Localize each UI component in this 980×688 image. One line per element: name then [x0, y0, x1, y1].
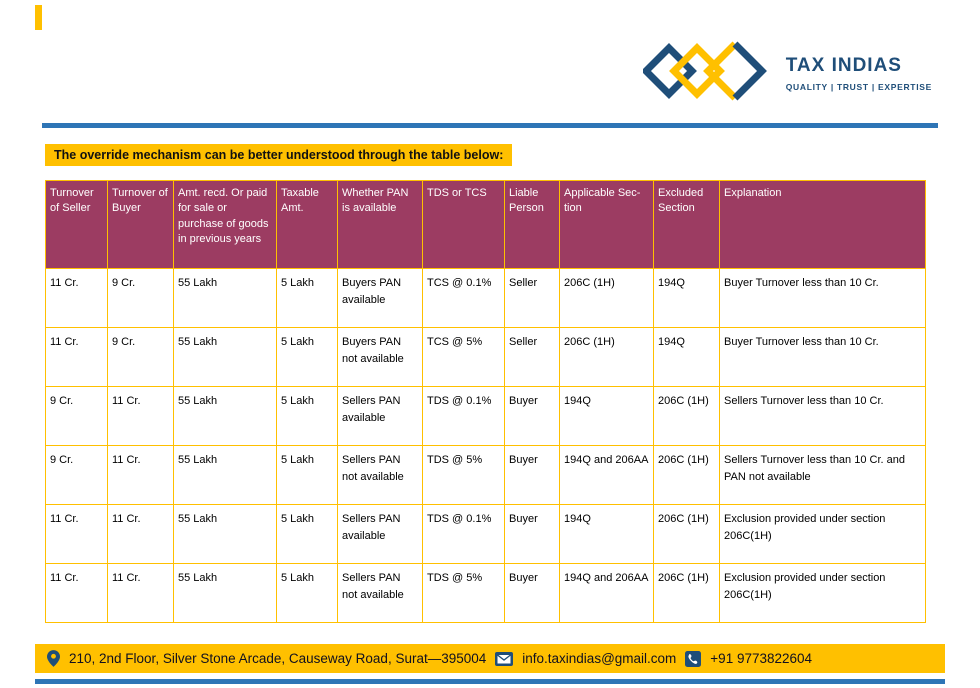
table-cell: Buyer	[504, 563, 560, 623]
table-cell: 194Q	[559, 386, 654, 446]
table-cell: Buyer	[504, 445, 560, 505]
table-cell: 55 Lakh	[173, 386, 277, 446]
table-cell: 5 Lakh	[276, 445, 338, 505]
phone-icon	[685, 650, 702, 667]
interlocked-diamonds-icon	[640, 40, 768, 107]
table-cell: 206C (1H)	[653, 563, 720, 623]
table-cell: TCS @ 5%	[422, 327, 505, 387]
table-cell: Buyer Turnover less than 10 Cr.	[719, 327, 926, 387]
page-title: The override mechanism can be better und…	[45, 144, 513, 166]
column-header: Excluded Section	[653, 180, 720, 269]
table-cell: 194Q and 206AA	[559, 445, 654, 505]
table-cell: TDS @ 0.1%	[422, 504, 505, 564]
table-cell: Buyers PAN not available	[337, 327, 423, 387]
footer-bar: 210, 2nd Floor, Silver Stone Arcade, Cau…	[35, 644, 945, 673]
table-cell: 5 Lakh	[276, 268, 338, 328]
table-cell: 206C (1H)	[559, 327, 654, 387]
table-cell: 11 Cr.	[107, 504, 174, 564]
table-cell: Buyer	[504, 504, 560, 564]
brand-tagline: QUALITY | TRUST | EXPERTISE	[785, 82, 932, 92]
table-cell: 9 Cr.	[107, 327, 174, 387]
table-row: 11 Cr. 9 Cr. 55 Lakh 5 Lakh Buyers PAN avail…	[45, 268, 926, 328]
brand-name: TAX INDIAS	[785, 55, 902, 76]
table-cell: Sellers Turnover less than 10 Cr. and PA…	[719, 445, 926, 505]
table-cell: 55 Lakh	[173, 327, 277, 387]
table-cell: 5 Lakh	[276, 504, 338, 564]
bottom-divider	[35, 679, 945, 684]
table-row: 11 Cr. 9 Cr. 55 Lakh 5 Lakh Buyers PAN not a…	[45, 327, 926, 387]
column-header: Turnover of Seller	[45, 180, 108, 269]
override-mechanism-table: Turnover of Seller Turnover of Buyer Amt. …	[45, 180, 926, 623]
table-cell: 194Q	[559, 504, 654, 564]
table-cell: 55 Lakh	[173, 563, 277, 623]
table-cell: Sellers PAN not available	[337, 445, 423, 505]
table-cell: Exclusion provided under section 206C(1H…	[719, 504, 926, 564]
column-header: Turnover of Buyer	[107, 180, 174, 269]
header-divider	[42, 123, 938, 128]
table-cell: 5 Lakh	[276, 563, 338, 623]
column-header: Liable Person	[504, 180, 560, 269]
table-cell: TDS @ 5%	[422, 563, 505, 623]
table-cell: TDS @ 5%	[422, 445, 505, 505]
table-cell: TDS @ 0.1%	[422, 386, 505, 446]
table-cell: 9 Cr.	[45, 386, 108, 446]
header: TAX INDIAS QUALITY | TRUST | EXPERTISE	[640, 40, 932, 107]
brand-block: TAX INDIAS QUALITY | TRUST | EXPERTISE	[786, 55, 932, 92]
location-pin-icon	[47, 650, 60, 667]
table-cell: 55 Lakh	[173, 504, 277, 564]
table-row: 9 Cr. 11 Cr. 55 Lakh 5 Lakh Sellers PAN not …	[45, 445, 926, 505]
table-cell: Buyers PAN available	[337, 268, 423, 328]
corner-accent-mark	[35, 5, 42, 30]
table-cell: 11 Cr.	[45, 327, 108, 387]
table-row: 9 Cr. 11 Cr. 55 Lakh 5 Lakh Sellers PAN avai…	[45, 386, 926, 446]
table-cell: 5 Lakh	[276, 386, 338, 446]
table-cell: Sellers PAN available	[337, 386, 423, 446]
table-header-row: Turnover of Seller Turnover of Buyer Amt. …	[45, 180, 926, 269]
column-header: TDS or TCS	[422, 180, 505, 269]
footer-address: 210, 2nd Floor, Silver Stone Arcade, Cau…	[69, 651, 487, 666]
table-cell: 194Q	[653, 268, 720, 328]
table-cell: 206C (1H)	[653, 504, 720, 564]
table-cell: Seller	[504, 268, 560, 328]
table-cell: 11 Cr.	[45, 504, 108, 564]
table-body: 11 Cr. 9 Cr. 55 Lakh 5 Lakh Buyers PAN avail…	[45, 268, 926, 623]
table-cell: 55 Lakh	[173, 268, 277, 328]
table-cell: Sellers Turnover less than 10 Cr.	[719, 386, 926, 446]
table-cell: 194Q and 206AA	[559, 563, 654, 623]
table-cell: Buyer Turnover less than 10 Cr.	[719, 268, 926, 328]
table-cell: 11 Cr.	[107, 563, 174, 623]
table-cell: 55 Lakh	[173, 445, 277, 505]
column-header: Explanation	[719, 180, 926, 269]
table-cell: Sellers PAN not available	[337, 563, 423, 623]
footer-email: info.taxindias@gmail.com	[522, 651, 677, 666]
table-cell: 194Q	[653, 327, 720, 387]
table-cell: 11 Cr.	[107, 386, 174, 446]
footer-phone: +91 9773822604	[710, 651, 813, 666]
table-cell: Sellers PAN available	[337, 504, 423, 564]
table-row: 11 Cr. 11 Cr. 55 Lakh 5 Lakh Sellers PAN ava…	[45, 504, 926, 564]
table-cell: Buyer	[504, 386, 560, 446]
email-icon	[495, 651, 514, 666]
table-cell: 9 Cr.	[45, 445, 108, 505]
table-cell: 11 Cr.	[45, 563, 108, 623]
column-header: Taxable Amt.	[276, 180, 338, 269]
table-cell: 11 Cr.	[45, 268, 108, 328]
table-cell: 5 Lakh	[276, 327, 338, 387]
table-cell: TCS @ 0.1%	[422, 268, 505, 328]
table-cell: 206C (1H)	[653, 386, 720, 446]
table-cell: 9 Cr.	[107, 268, 174, 328]
table-cell: Exclusion provided under section 206C(1H…	[719, 563, 926, 623]
column-header: Applicable Sec-tion	[559, 180, 654, 269]
column-header: Whether PAN is available	[337, 180, 423, 269]
table-cell: 11 Cr.	[107, 445, 174, 505]
table-cell: 206C (1H)	[653, 445, 720, 505]
column-header: Amt. recd. Or paid for sale or purchase …	[173, 180, 277, 269]
table-row: 11 Cr. 11 Cr. 55 Lakh 5 Lakh Sellers PAN not…	[45, 563, 926, 623]
table-cell: Seller	[504, 327, 560, 387]
table-cell: 206C (1H)	[559, 268, 654, 328]
